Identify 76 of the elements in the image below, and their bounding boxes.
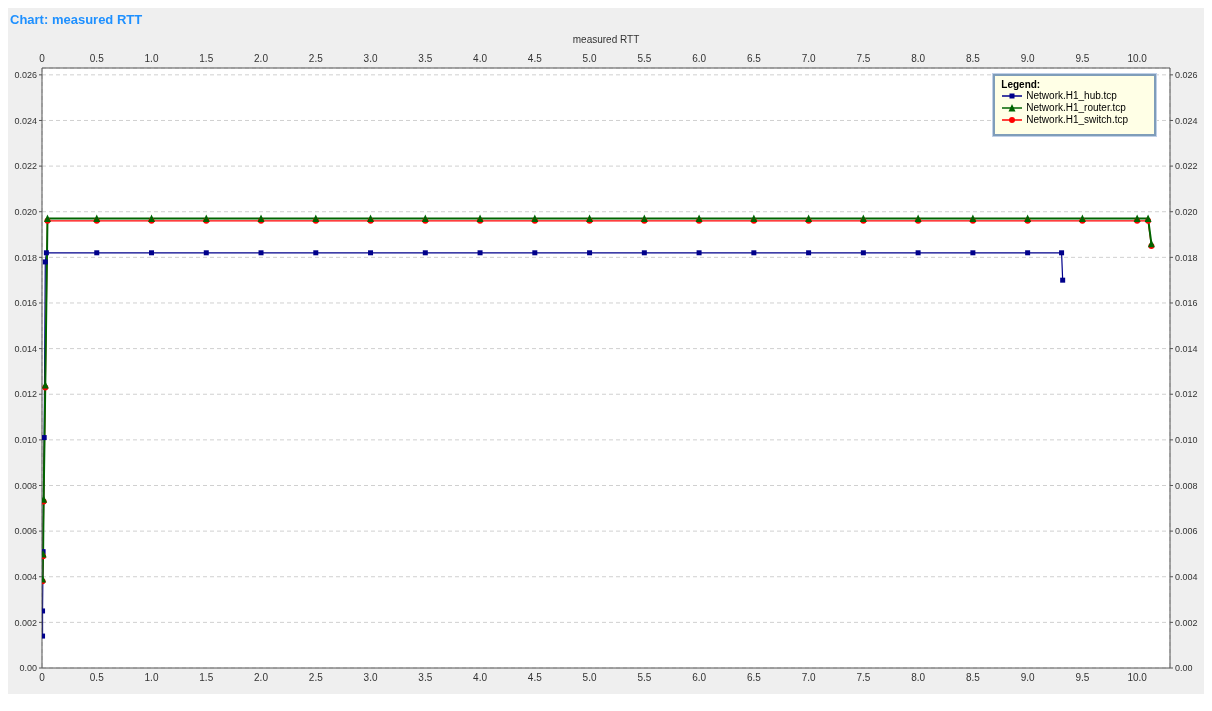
x-tick-label: 1.5 xyxy=(199,672,214,683)
x-tick-label: 3.0 xyxy=(363,672,378,683)
legend-label: Network.H1_router.tcp xyxy=(1025,102,1127,114)
x2-tick-label: 9.5 xyxy=(1075,53,1090,64)
y-tick-label: 0.008 xyxy=(14,480,37,491)
x2-tick-label: 3.0 xyxy=(363,53,378,64)
x2-tick-label: 6.0 xyxy=(692,53,707,64)
y2-tick-label: 0.018 xyxy=(1175,252,1198,263)
x-tick-label: 8.0 xyxy=(911,672,926,683)
x2-tick-label: 0.5 xyxy=(89,53,105,64)
y-tick-label: 0.010 xyxy=(14,435,37,446)
x-tick-label: 6.0 xyxy=(692,672,707,683)
y2-tick-label: 0.020 xyxy=(1175,206,1198,217)
legend-label: Network.H1_switch.tcp xyxy=(1025,114,1128,126)
y-tick-label: 0.002 xyxy=(14,617,37,628)
y2-tick-label: 0.010 xyxy=(1175,435,1198,446)
x-tick-label: 9.0 xyxy=(1020,672,1036,683)
x2-tick-label: 0 xyxy=(39,53,46,64)
y-tick-label: 0.016 xyxy=(14,298,37,309)
x2-tick-label: 4.5 xyxy=(527,53,543,64)
x-tick-label: 5.5 xyxy=(637,672,652,683)
y-tick-label: 0.006 xyxy=(14,526,37,537)
y2-tick-label: 0.006 xyxy=(1175,526,1198,537)
x-tick-label: 6.5 xyxy=(746,672,762,683)
x2-tick-label: 3.5 xyxy=(418,53,433,64)
y-tick-label: 0.004 xyxy=(14,571,37,582)
chart-title: Chart: measured RTT xyxy=(9,11,144,29)
x-tick-label: 10.0 xyxy=(1127,672,1148,683)
y-tick-label: 0.014 xyxy=(14,343,37,354)
x-tick-label: 7.5 xyxy=(856,672,871,683)
x-tick-label: 5.0 xyxy=(582,672,597,683)
y2-tick-label: 0.014 xyxy=(1175,343,1198,354)
x-tick-label: 2.5 xyxy=(308,672,324,683)
y2-tick-label: 0.002 xyxy=(1175,617,1198,628)
x-tick-label: 9.5 xyxy=(1075,672,1090,683)
x2-axis-title: measured RTT xyxy=(571,34,641,45)
y2-tick-label: 0.024 xyxy=(1175,115,1198,126)
x2-tick-label: 5.0 xyxy=(582,53,597,64)
x-tick-label: 1.0 xyxy=(144,672,159,683)
y2-tick-label: 0.026 xyxy=(1175,70,1198,81)
y2-tick-label: 0.012 xyxy=(1175,389,1198,400)
x2-tick-label: 1.5 xyxy=(199,53,214,64)
x2-tick-label: 2.5 xyxy=(308,53,324,64)
legend-title: Legend: xyxy=(1001,79,1041,90)
x-tick-label: 4.5 xyxy=(527,672,543,683)
y2-tick-label: 0.016 xyxy=(1175,298,1198,309)
x-tick-label: 3.5 xyxy=(418,672,433,683)
x2-tick-label: 8.5 xyxy=(965,53,981,64)
x2-tick-label: 5.5 xyxy=(637,53,652,64)
x2-tick-label: 6.5 xyxy=(746,53,762,64)
x-tick-label: 0 xyxy=(39,672,46,683)
x2-tick-label: 2.0 xyxy=(254,53,269,64)
x2-tick-label: 10.0 xyxy=(1127,53,1148,64)
y-tick-label: 0.026 xyxy=(14,70,37,81)
x2-tick-label: 7.0 xyxy=(801,53,816,64)
y-tick-label: 0.00 xyxy=(19,663,37,674)
x-tick-label: 4.0 xyxy=(473,672,488,683)
y-tick-label: 0.020 xyxy=(14,206,37,217)
x2-tick-label: 7.5 xyxy=(856,53,871,64)
x2-tick-label: 9.0 xyxy=(1020,53,1036,64)
x-tick-label: 7.0 xyxy=(801,672,816,683)
y2-tick-label: 0.00 xyxy=(1175,663,1193,674)
x2-tick-label: 4.0 xyxy=(473,53,488,64)
legend-label: Network.H1_hub.tcp xyxy=(1026,90,1118,102)
y-tick-label: 0.018 xyxy=(14,252,37,263)
y-tick-label: 0.024 xyxy=(14,115,37,126)
x-tick-label: 0.5 xyxy=(89,672,105,683)
y-tick-label: 0.012 xyxy=(14,389,37,400)
y2-tick-label: 0.008 xyxy=(1175,480,1198,491)
x2-tick-label: 1.0 xyxy=(144,53,159,64)
y-tick-label: 0.022 xyxy=(14,161,37,172)
x-tick-label: 8.5 xyxy=(965,672,981,683)
y2-tick-label: 0.004 xyxy=(1175,571,1198,582)
y2-tick-label: 0.022 xyxy=(1175,161,1198,172)
x-tick-label: 2.0 xyxy=(254,672,269,683)
x2-tick-label: 8.0 xyxy=(911,53,926,64)
